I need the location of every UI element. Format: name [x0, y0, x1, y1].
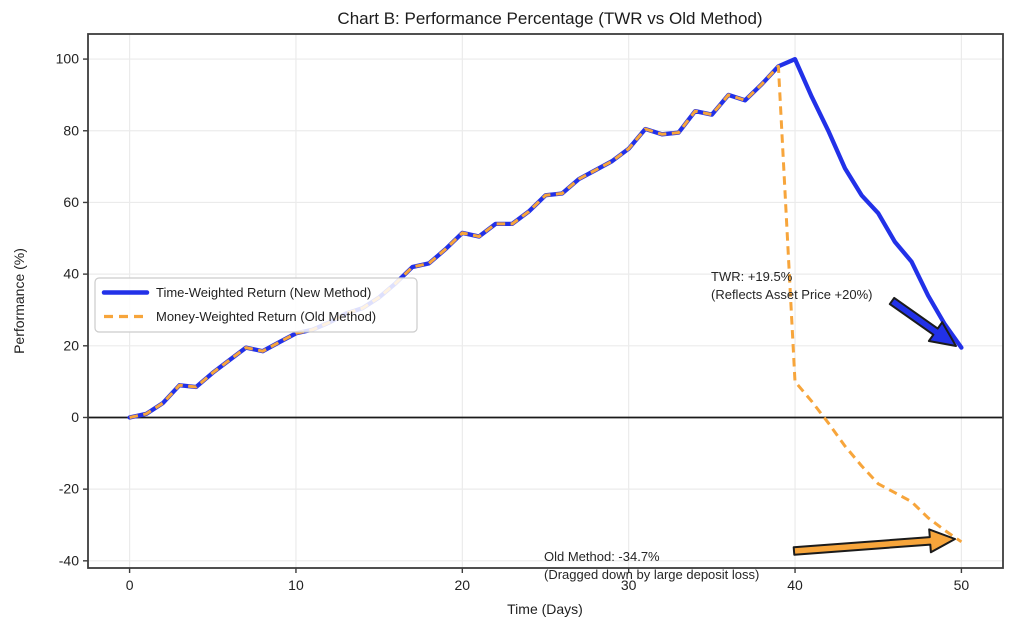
annotation-twr-line1: TWR: +19.5%	[711, 269, 793, 284]
grid	[88, 34, 1003, 568]
legend-box	[94, 277, 418, 333]
x-tick-label: 50	[954, 577, 970, 593]
y-tick-label: 60	[63, 194, 79, 210]
chart-title: Chart B: Performance Percentage (TWR vs …	[337, 9, 762, 28]
y-tick-label: 20	[63, 337, 79, 353]
annotations: TWR: +19.5% (Reflects Asset Price +20%) …	[544, 269, 957, 582]
x-tick-label: 30	[621, 577, 637, 593]
legend: Time-Weighted Return (New Method) Money-…	[94, 277, 418, 333]
x-tick-label: 0	[126, 577, 134, 593]
y-tick-label: 80	[63, 122, 79, 138]
series-line-mwr	[129, 64, 963, 544]
series-line-twr	[127, 56, 964, 420]
annotation-twr-text: TWR: +19.5% (Reflects Asset Price +20%)	[711, 269, 872, 302]
axis-ticks: 0 10 20 30 40 50 -40 -20 0 20 40 60 80 100	[56, 51, 970, 593]
annotation-twr-line2: (Reflects Asset Price +20%)	[711, 287, 872, 302]
annotation-old-method-line1: Old Method: -34.7%	[544, 549, 660, 564]
y-tick-label: 100	[56, 51, 80, 67]
annotation-old-method-text: Old Method: -34.7% (Dragged down by larg…	[544, 549, 759, 582]
x-axis-label: Time (Days)	[507, 601, 583, 617]
annotation-old-method-line2: (Dragged down by large deposit loss)	[544, 567, 759, 582]
annotation-arrows	[792, 296, 957, 556]
y-tick-label: 40	[63, 266, 79, 282]
annotation-arrow-old-method	[792, 528, 956, 556]
annotation-arrow-twr	[888, 296, 957, 347]
y-tick-label: 0	[71, 409, 79, 425]
x-tick-label: 40	[787, 577, 803, 593]
legend-label-twr: Time-Weighted Return (New Method)	[156, 285, 371, 300]
x-tick-label: 10	[288, 577, 304, 593]
legend-label-mwr: Money-Weighted Return (Old Method)	[156, 309, 376, 324]
x-tick-label: 20	[455, 577, 471, 593]
series-lines	[127, 56, 964, 544]
y-tick-label: -20	[59, 481, 79, 497]
y-tick-label: -40	[59, 552, 79, 568]
y-axis-label: Performance (%)	[11, 248, 27, 354]
plot-border	[87, 33, 1004, 569]
